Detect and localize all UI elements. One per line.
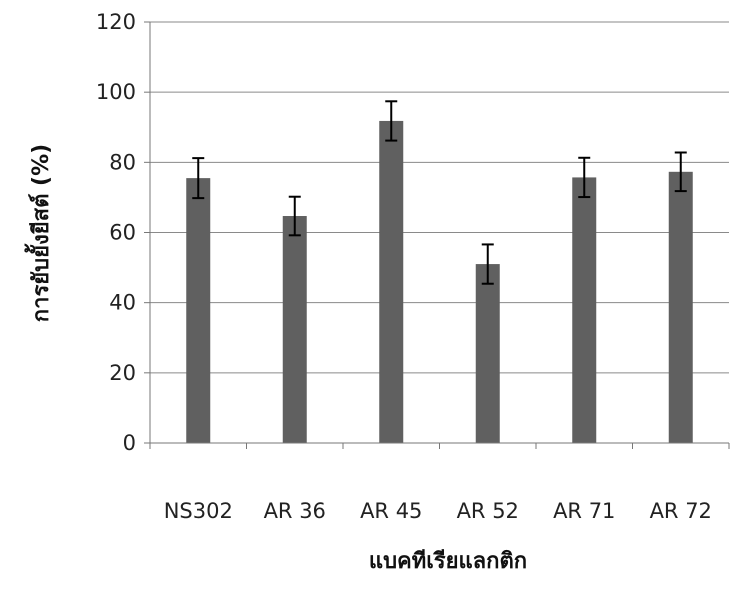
bar-ns302 xyxy=(186,178,211,443)
error-bar xyxy=(578,156,591,199)
x-tick-label: NS302 xyxy=(164,499,233,523)
bar-ar-71 xyxy=(572,177,597,443)
bar-ar-45 xyxy=(379,120,404,443)
x-axis-title: แบคทีเรียแลกติก xyxy=(369,549,527,574)
y-tick-label: 100 xyxy=(96,80,136,104)
error-bar xyxy=(674,151,687,193)
y-tick-label: 60 xyxy=(109,221,136,245)
bars xyxy=(186,120,693,443)
x-tick-label: AR 71 xyxy=(553,499,615,523)
error-bar xyxy=(481,243,494,285)
y-tick-label: 0 xyxy=(123,431,136,455)
y-tick-label: 80 xyxy=(109,150,136,174)
error-bar xyxy=(385,100,398,142)
x-tick-label: AR 52 xyxy=(457,499,519,523)
y-tick-labels: 0 20 40 60 80 100 120 xyxy=(96,10,136,455)
axes xyxy=(144,21,730,449)
error-bar xyxy=(288,195,301,237)
x-tick-label: AR 45 xyxy=(360,499,422,523)
error-bar xyxy=(192,157,205,200)
gridlines xyxy=(150,21,729,374)
bar-ar-72 xyxy=(668,171,693,443)
bar-ar-52 xyxy=(475,264,500,443)
x-tick-labels: NS302 AR 36 AR 45 AR 52 AR 71 AR 72 xyxy=(164,499,712,523)
error-bars xyxy=(192,100,687,285)
y-tick-label: 20 xyxy=(109,361,136,385)
x-tick-label: AR 36 xyxy=(264,499,326,523)
y-axis-title: การยับยั้งยีสต์ (%) xyxy=(24,144,54,322)
y-tick-label: 120 xyxy=(96,10,136,34)
y-tick-label: 40 xyxy=(109,291,136,315)
bar-ar-36 xyxy=(282,216,307,443)
x-tick-label: AR 72 xyxy=(650,499,712,523)
